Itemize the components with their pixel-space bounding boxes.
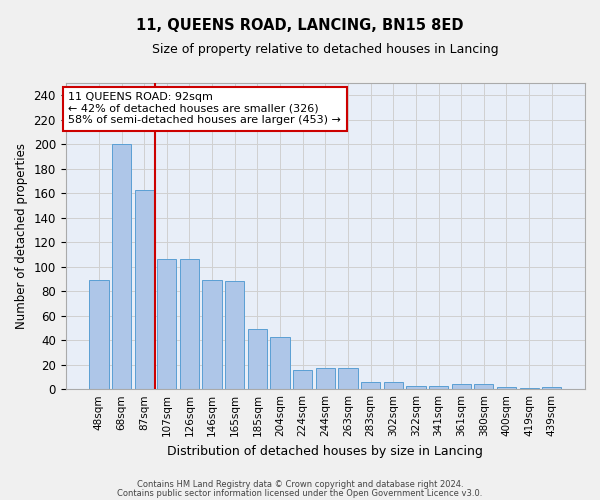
Bar (452, 384, 471, 389)
Bar (383, 382, 403, 389)
Bar (180, 260, 199, 389)
Text: Contains public sector information licensed under the Open Government Licence v3: Contains public sector information licen… (118, 489, 482, 498)
Text: 11, QUEENS ROAD, LANCING, BN15 8ED: 11, QUEENS ROAD, LANCING, BN15 8ED (136, 18, 464, 32)
Bar (248, 329, 267, 389)
Bar (157, 260, 176, 389)
Text: 11 QUEENS ROAD: 92sqm
← 42% of detached houses are smaller (326)
58% of semi-det: 11 QUEENS ROAD: 92sqm ← 42% of detached … (68, 92, 341, 126)
Bar (474, 384, 493, 389)
Bar (293, 370, 313, 389)
Bar (406, 386, 425, 389)
Title: Size of property relative to detached houses in Lancing: Size of property relative to detached ho… (152, 42, 499, 56)
Bar (225, 282, 244, 389)
Bar (542, 386, 562, 389)
Bar (112, 144, 131, 389)
Y-axis label: Number of detached properties: Number of detached properties (15, 143, 28, 329)
Bar (497, 386, 516, 389)
Bar (338, 368, 358, 389)
X-axis label: Distribution of detached houses by size in Lancing: Distribution of detached houses by size … (167, 444, 483, 458)
Bar (520, 388, 539, 389)
Bar (316, 368, 335, 389)
Bar (361, 382, 380, 389)
Bar (429, 386, 448, 389)
Bar (134, 190, 154, 389)
Bar (89, 280, 109, 389)
Bar (202, 280, 222, 389)
Bar (271, 336, 290, 389)
Text: Contains HM Land Registry data © Crown copyright and database right 2024.: Contains HM Land Registry data © Crown c… (137, 480, 463, 489)
